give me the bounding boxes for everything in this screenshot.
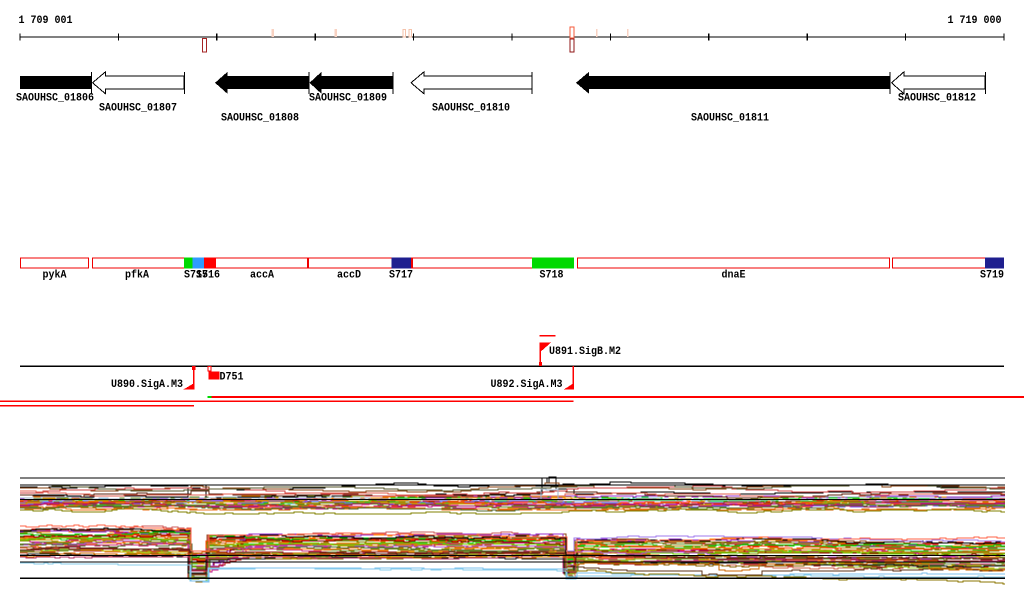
svg-text:pfkA: pfkA [125, 270, 149, 282]
svg-text:D751: D751 [220, 372, 244, 384]
svg-text:SAOUHSC_01811: SAOUHSC_01811 [691, 113, 769, 125]
svg-text:S719: S719 [980, 270, 1004, 282]
svg-text:SAOUHSC_01808: SAOUHSC_01808 [221, 113, 299, 125]
svg-text:SAOUHSC_01810: SAOUHSC_01810 [432, 103, 510, 115]
svg-text:U891.SigB.M2: U891.SigB.M2 [549, 346, 621, 358]
svg-text:SAOUHSC_01807: SAOUHSC_01807 [99, 103, 177, 115]
svg-text:accA: accA [250, 270, 274, 282]
svg-text:SAOUHSC_01809: SAOUHSC_01809 [309, 93, 387, 105]
svg-text:dnaE: dnaE [722, 270, 746, 282]
svg-text:1 719 000: 1 719 000 [948, 15, 1002, 27]
svg-text:1 709 001: 1 709 001 [19, 15, 73, 27]
svg-text:S718: S718 [540, 270, 564, 282]
svg-text:SAOUHSC_01806: SAOUHSC_01806 [16, 93, 94, 105]
svg-text:S716: S716 [196, 270, 220, 282]
svg-text:S717: S717 [389, 270, 413, 282]
svg-text:pykA: pykA [43, 270, 67, 282]
svg-text:U892.SigA.M3: U892.SigA.M3 [491, 379, 563, 391]
svg-text:S715: S715 [184, 270, 208, 282]
svg-text:SAOUHSC_01812: SAOUHSC_01812 [898, 93, 976, 105]
svg-text:accD: accD [337, 270, 361, 282]
svg-text:U890.SigA.M3: U890.SigA.M3 [111, 379, 183, 391]
